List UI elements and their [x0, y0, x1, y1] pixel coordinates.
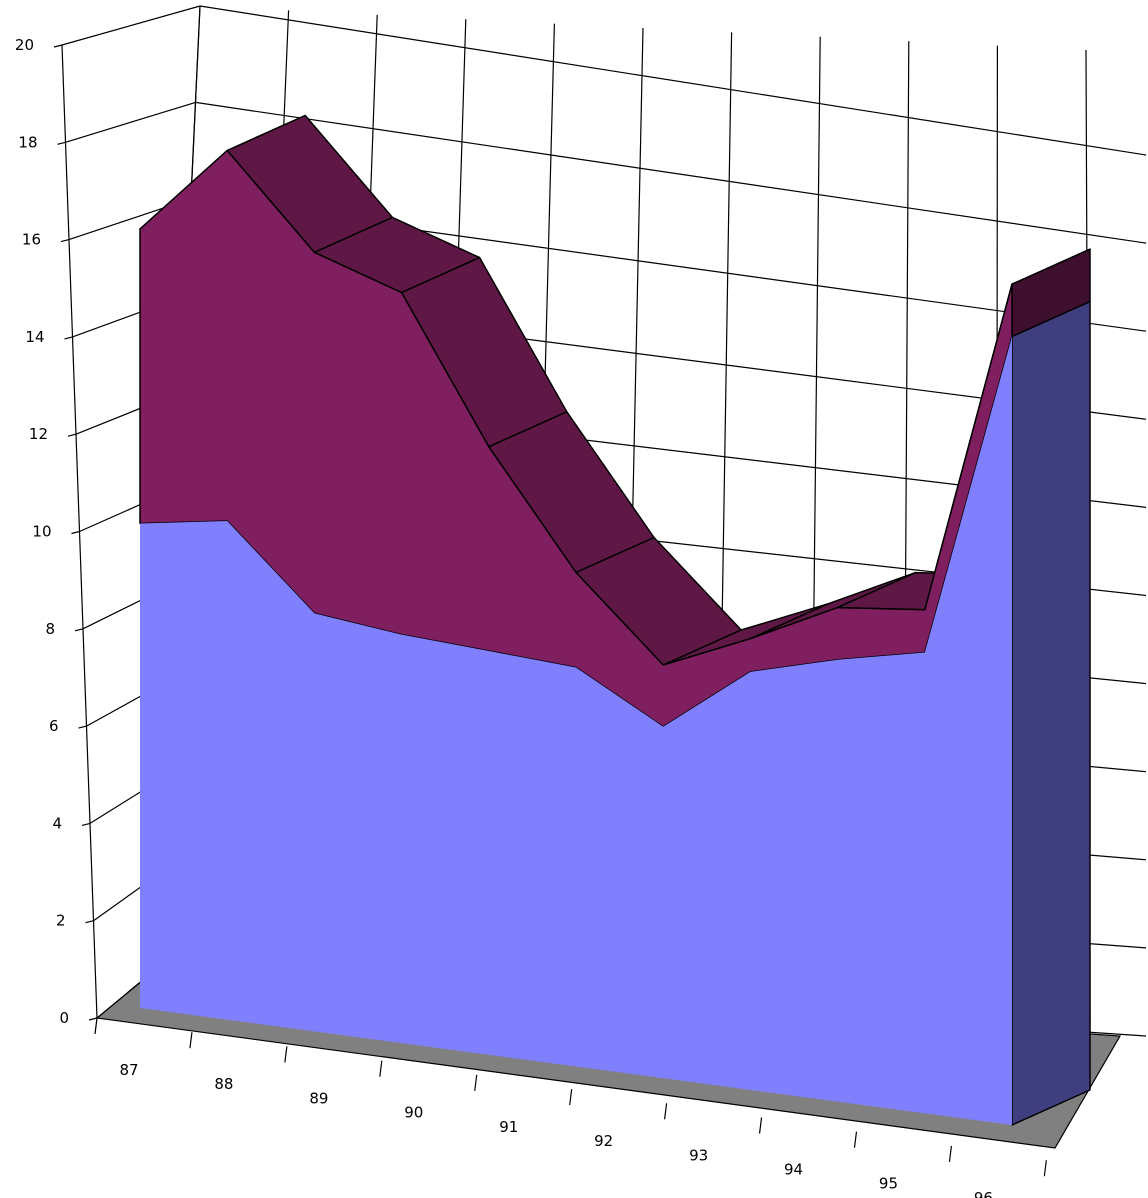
x-tick-mark: [189, 1032, 193, 1049]
y-tick-mark: [81, 822, 91, 826]
y-tick-mark: [85, 920, 94, 924]
series-1-front-face: [140, 336, 1012, 1125]
series-1-side-face: [1011, 300, 1091, 1126]
x-tick-label: 95: [879, 1175, 898, 1193]
side-gridline: [61, 5, 201, 46]
y-tick-mark: [78, 725, 87, 729]
x-tick-label: 96: [974, 1189, 993, 1198]
y-tick-label: 8: [45, 620, 55, 638]
x-tick-label: 88: [214, 1075, 233, 1093]
x-tick-label: 94: [784, 1161, 803, 1179]
y-tick-label: 0: [59, 1009, 69, 1027]
x-tick-mark: [284, 1046, 288, 1063]
y-tick-mark: [88, 1017, 98, 1021]
y-tick-label: 18: [18, 133, 37, 151]
y-tick-label: 4: [52, 814, 62, 832]
chart-axes: 024681012141618208788899091929394959697: [15, 36, 1047, 1198]
y-tick-label: 12: [29, 425, 48, 443]
x-tick-label: 90: [404, 1104, 423, 1122]
x-tick-mark: [1043, 1160, 1047, 1177]
y-tick-label: 14: [25, 328, 44, 346]
y-tick-mark: [71, 530, 80, 535]
y-tick-label: 10: [32, 523, 51, 541]
x-tick-label: 87: [119, 1061, 138, 1079]
x-tick-mark: [664, 1103, 668, 1120]
back-gridline: [199, 5, 1147, 156]
y-tick-label: 6: [49, 717, 59, 735]
x-tick-label: 91: [499, 1118, 518, 1136]
x-tick-mark: [948, 1145, 953, 1163]
x-tick-mark: [853, 1131, 858, 1148]
y-tick-mark: [67, 433, 77, 437]
y-tick-mark: [53, 44, 63, 48]
x-tick-mark: [758, 1117, 763, 1134]
x-tick-mark: [379, 1060, 383, 1077]
chart-series: [139, 114, 1091, 1126]
side-gridline: [65, 101, 196, 143]
back-gridline: [195, 101, 1147, 244]
x-tick-label: 89: [309, 1089, 328, 1107]
y-tick-mark: [74, 628, 84, 632]
x-tick-mark: [474, 1074, 478, 1091]
x-tick-mark: [94, 1017, 98, 1035]
x-tick-mark: [569, 1089, 573, 1106]
y-tick-label: 16: [22, 231, 41, 249]
x-tick-label: 93: [689, 1146, 708, 1164]
y-tick-label: 2: [56, 912, 66, 930]
x-tick-label: 92: [594, 1132, 613, 1150]
y-tick-mark: [57, 141, 66, 145]
y-tick-label: 20: [15, 36, 34, 54]
y-tick-mark: [64, 336, 73, 340]
y-tick-mark: [60, 239, 70, 243]
